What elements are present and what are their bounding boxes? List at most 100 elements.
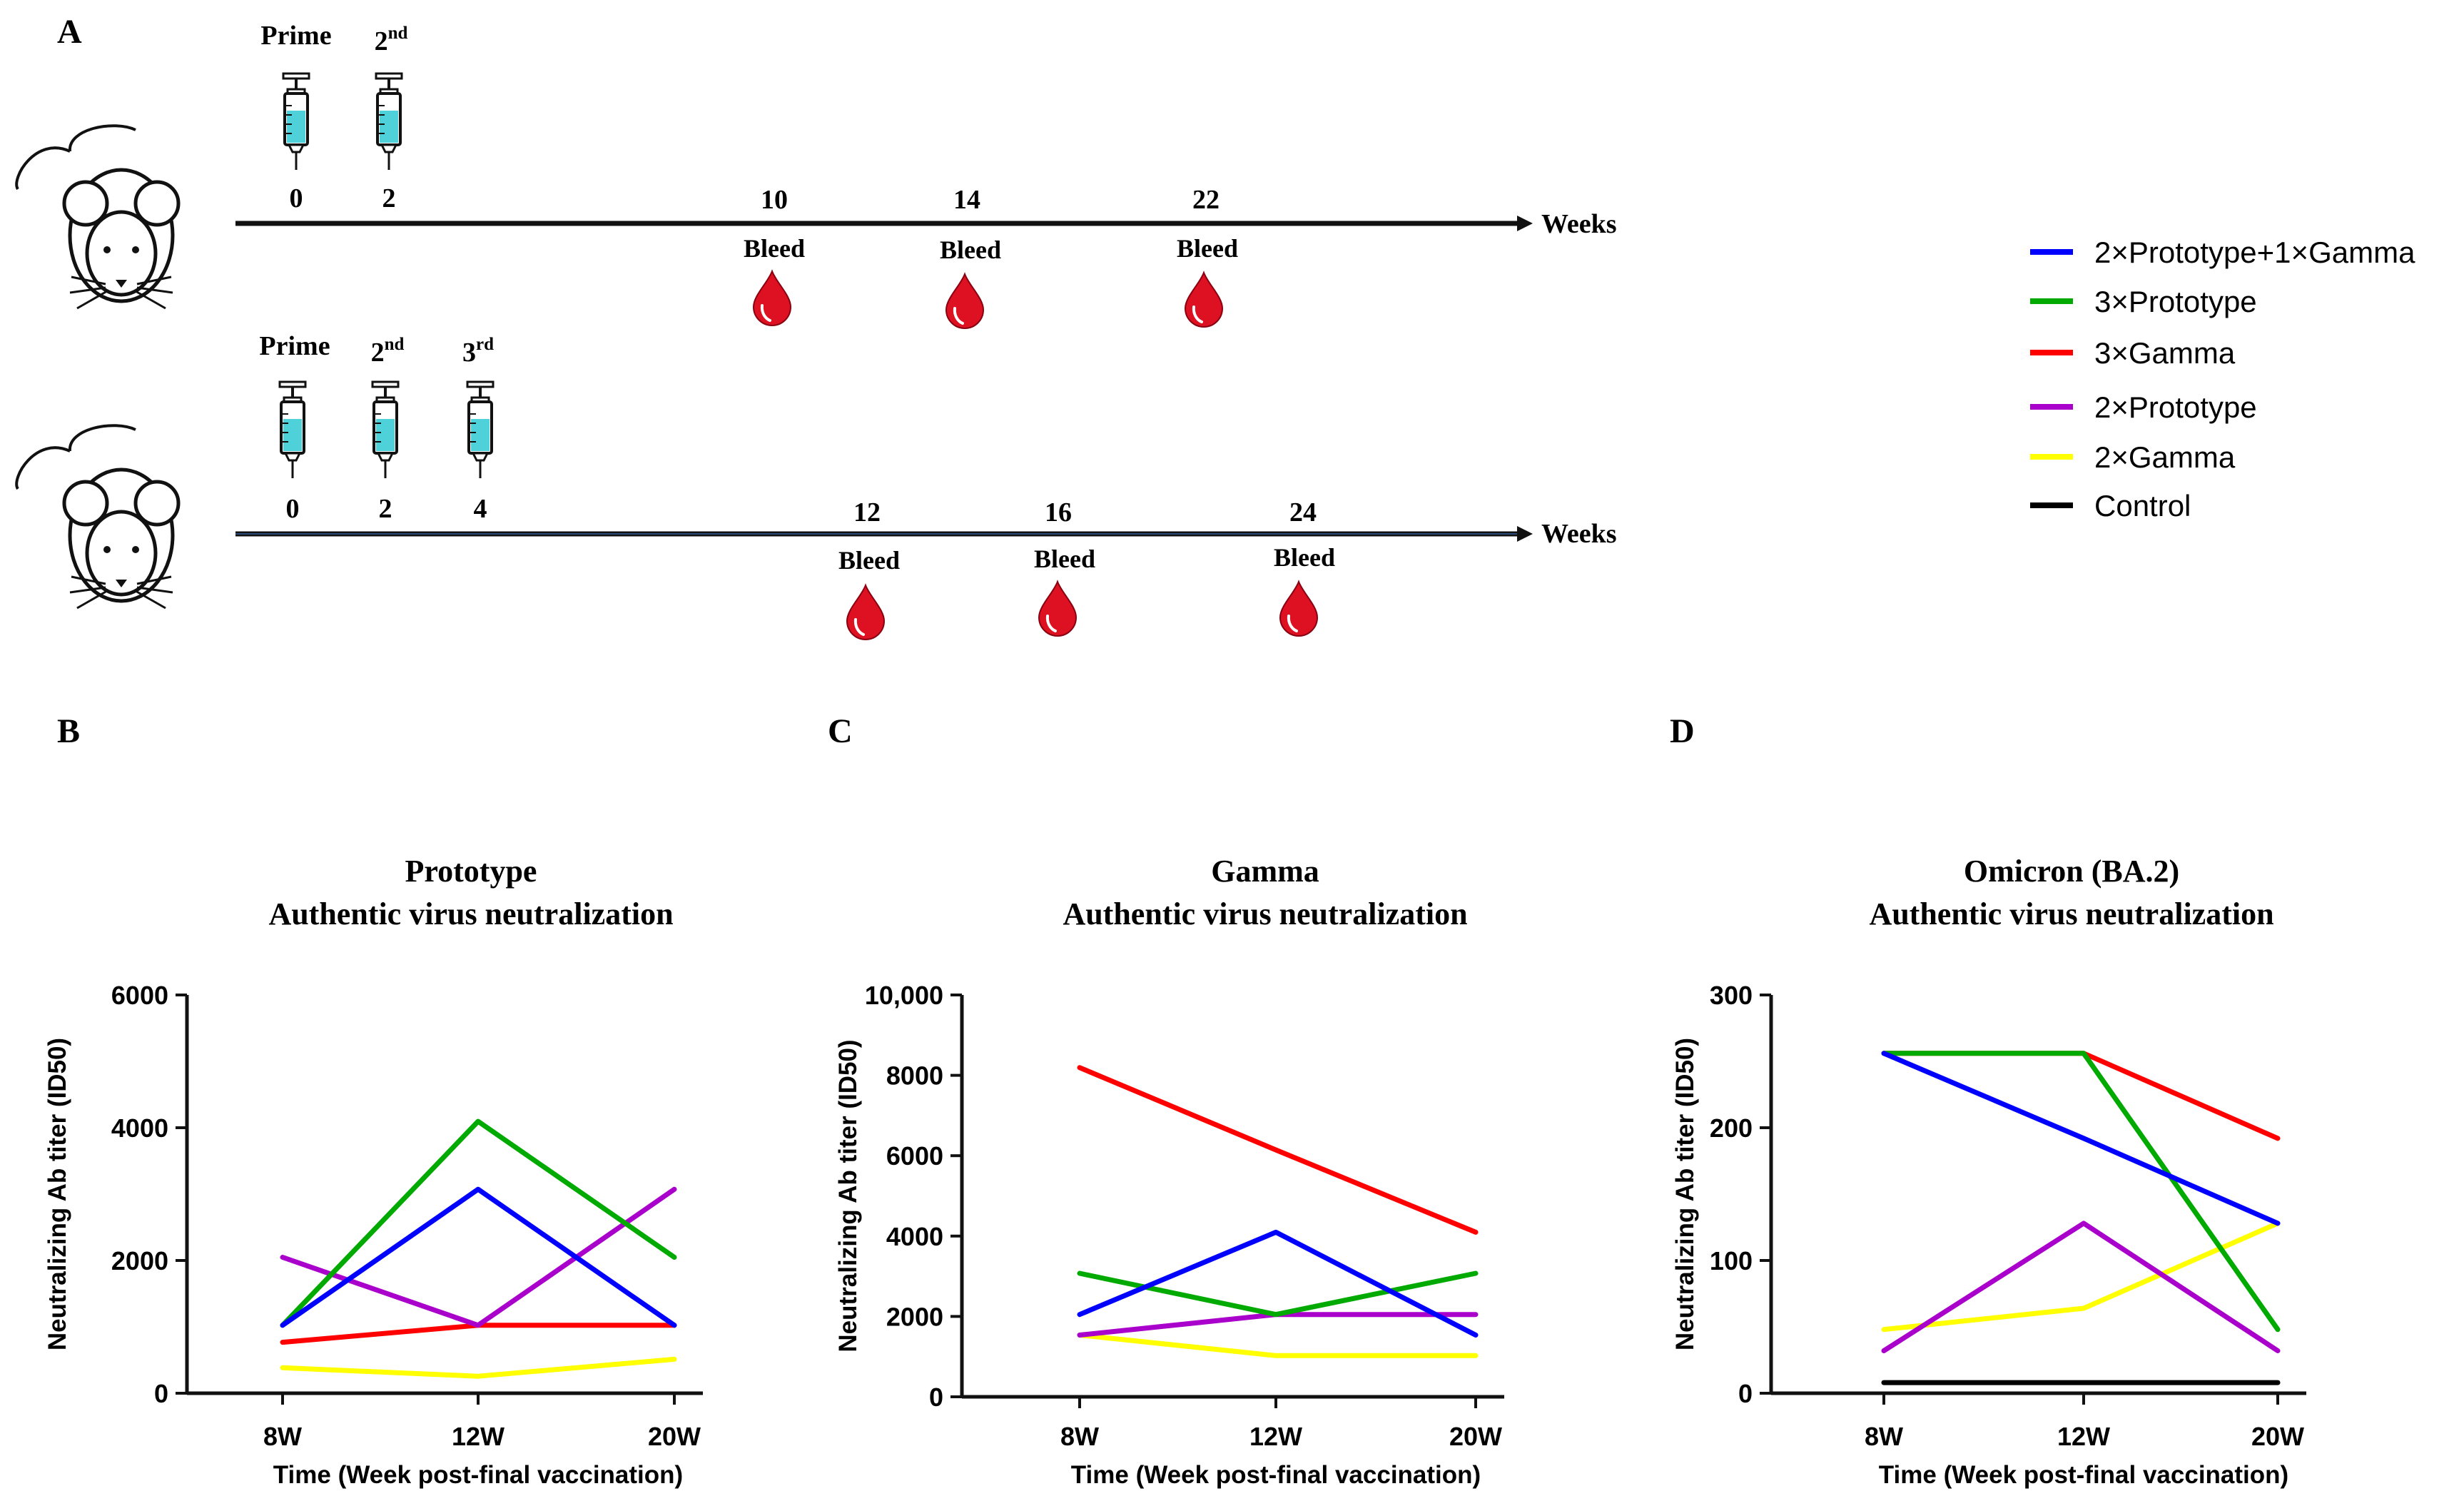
x-axis-label: Time (Week post-final vaccination) (273, 1461, 683, 1489)
injection-2nd-1: 2nd 2 (375, 24, 408, 213)
y-tick-label: 0 (929, 1383, 943, 1412)
y-tick-label: 2000 (886, 1302, 943, 1331)
x-tick-label: 20W (1449, 1422, 1502, 1451)
injection-week: 2 (382, 183, 396, 213)
y-tick-label: 6000 (886, 1141, 943, 1171)
x-tick-label: 20W (2251, 1422, 2304, 1451)
blood-drop-icon (1184, 271, 1224, 328)
chart-subtitle: Authentic virus neutralization (1063, 896, 1467, 931)
legend-item: 2×Gamma (2030, 440, 2236, 474)
y-tick-label: 0 (1738, 1379, 1753, 1408)
chart-gamma: C Gamma Authentic virus neutralization 0 20… (828, 712, 1504, 1489)
legend: 2×Prototype+1×Gamma 3×Prototype 3×Gamma … (2030, 236, 2415, 522)
y-tick-label: 0 (154, 1379, 168, 1408)
bleed-week: 12 (853, 497, 881, 527)
series-line-2-prototype-1-gamma (280, 1186, 677, 1328)
legend-label: 3×Gamma (2094, 336, 2236, 370)
injection-label: Prime (259, 331, 330, 361)
injection-label: 2nd (371, 335, 405, 368)
y-tick-label: 300 (1710, 981, 1753, 1010)
series-line-2-prototype-1-gamma (1881, 1051, 2281, 1226)
bleed-point: 10 Bleed (744, 185, 805, 327)
blood-drop-icon (1279, 580, 1319, 637)
y-tick-label: 100 (1710, 1246, 1753, 1275)
x-tick-label: 12W (2057, 1422, 2110, 1451)
bleed-point: 16 Bleed (1034, 497, 1095, 637)
syringe-icon (371, 380, 400, 480)
y-tick-label: 4000 (111, 1113, 168, 1143)
injection-label: 3rd (462, 335, 494, 368)
bleed-point: 24 Bleed (1274, 497, 1335, 637)
bleed-week: 10 (761, 185, 788, 215)
legend-item: Control (2030, 489, 2191, 522)
series-line-2-prototype-1-gamma (1077, 1229, 1479, 1338)
syringe-icon (278, 380, 307, 480)
y-tick-label: 2000 (111, 1246, 168, 1275)
injection-week: 2 (379, 494, 392, 524)
panel-a: A Weeks Prime 0 2nd 2 10 Bleed 14 Bleed … (16, 13, 1617, 641)
bleed-week: 16 (1045, 497, 1072, 527)
injection-prime-2: Prime 0 (259, 331, 330, 524)
legend-label: 2×Prototype (2094, 390, 2257, 424)
panel-label-d: D (1670, 712, 1695, 750)
injection-prime-1: Prime 0 (260, 21, 331, 213)
legend-label: 2×Prototype+1×Gamma (2094, 236, 2415, 269)
syringe-icon (466, 380, 495, 480)
injection-2nd-2: 2nd 2 (371, 335, 405, 524)
bleed-label: Bleed (1034, 545, 1095, 573)
injection-week: 0 (290, 183, 303, 213)
legend-label: 2×Gamma (2094, 440, 2236, 474)
series-line-2-gamma (1077, 1333, 1479, 1358)
chart-subtitle: Authentic virus neutralization (1869, 896, 2273, 931)
panel-label-b: B (57, 712, 80, 750)
series-line-2-prototype (1077, 1312, 1479, 1338)
series-line-3-prototype (1881, 1051, 2281, 1333)
injection-week: 4 (474, 494, 487, 524)
bleed-week: 24 (1289, 497, 1317, 527)
y-axis-label: Neutralizing Ab titer (ID50) (44, 1038, 71, 1350)
x-axis-label: Time (Week post-final vaccination) (1071, 1461, 1481, 1489)
y-tick-label: 200 (1710, 1113, 1753, 1143)
weeks-label-1: Weeks (1541, 209, 1617, 239)
syringe-icon (375, 72, 403, 171)
timeline-arrow-icon (1517, 216, 1533, 231)
series-line-3-gamma (1881, 1051, 2281, 1141)
chart-omicron: D Omicron (BA.2) Authentic virus neutrali… (1670, 712, 2306, 1489)
injection-3rd-2: 3rd 4 (462, 335, 495, 524)
blood-drop-icon (752, 270, 792, 327)
timeline-arrow-icon (1517, 526, 1533, 542)
chart-title: Omicron (BA.2) (1964, 854, 2179, 889)
x-tick-label: 8W (263, 1422, 302, 1451)
x-tick-label: 12W (452, 1422, 505, 1451)
legend-item: 2×Prototype (2030, 390, 2257, 424)
bleed-point: 12 Bleed (838, 497, 900, 641)
y-axis-label: Neutralizing Ab titer (ID50) (834, 1039, 862, 1352)
series-line-2-gamma (1881, 1221, 2281, 1333)
mouse-icon (16, 126, 178, 308)
series-line-3-gamma (280, 1323, 677, 1345)
chart-title: Prototype (405, 854, 537, 889)
legend-item: 2×Prototype+1×Gamma (2030, 236, 2415, 269)
x-tick-label: 20W (648, 1422, 701, 1451)
series-line-2-gamma (280, 1356, 677, 1379)
syringe-icon (282, 72, 310, 171)
blood-drop-icon (945, 273, 985, 330)
series-line-3-prototype (1077, 1270, 1479, 1318)
legend-label: 3×Prototype (2094, 285, 2257, 318)
legend-label: Control (2094, 489, 2191, 522)
series-line-2-prototype (1881, 1221, 2281, 1353)
legend-item: 3×Prototype (2030, 285, 2257, 318)
bleed-label: Bleed (1274, 543, 1335, 572)
chart-subtitle: Authentic virus neutralization (268, 896, 673, 931)
y-tick-label: 6000 (111, 981, 168, 1010)
legend-item: 3×Gamma (2030, 336, 2236, 370)
bleed-week: 14 (953, 185, 980, 215)
mouse-icon (16, 425, 178, 608)
bleed-week: 22 (1192, 185, 1220, 215)
x-tick-label: 8W (1865, 1422, 1903, 1451)
panel-label-c: C (828, 712, 853, 750)
y-tick-label: 8000 (886, 1061, 943, 1091)
weeks-label-2: Weeks (1541, 519, 1617, 549)
x-tick-label: 12W (1249, 1422, 1302, 1451)
